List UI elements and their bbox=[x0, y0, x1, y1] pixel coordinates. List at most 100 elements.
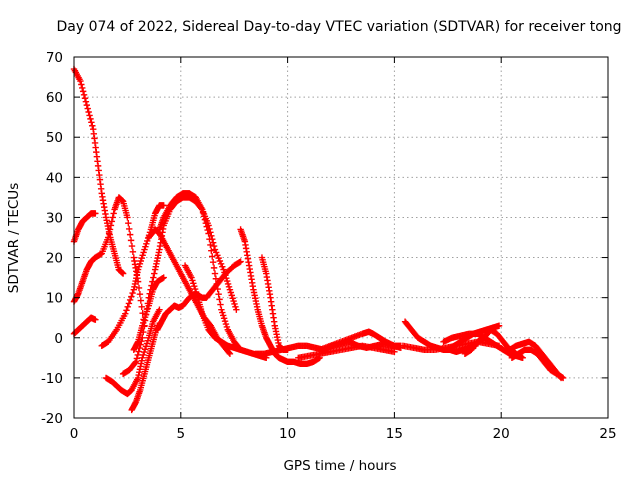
data-point bbox=[189, 277, 196, 284]
data-point bbox=[129, 289, 136, 297]
data-point bbox=[108, 218, 116, 225]
data-point bbox=[232, 303, 239, 311]
data-point bbox=[125, 300, 133, 307]
data-point bbox=[131, 359, 139, 367]
data-point bbox=[214, 252, 221, 259]
series-track-a bbox=[70, 65, 127, 277]
data-point bbox=[217, 301, 224, 308]
y-tick-label: 50 bbox=[46, 130, 63, 146]
series-track-e bbox=[98, 202, 167, 349]
data-point bbox=[105, 230, 113, 237]
series-track-n bbox=[237, 226, 323, 368]
data-point bbox=[138, 254, 145, 262]
data-point bbox=[223, 323, 231, 331]
data-point bbox=[211, 270, 219, 277]
data-point bbox=[229, 295, 236, 302]
data-point bbox=[215, 291, 222, 298]
data-point bbox=[119, 270, 127, 277]
series-track-d bbox=[70, 314, 99, 337]
data-point bbox=[135, 348, 142, 355]
data-point bbox=[226, 350, 234, 358]
series-track-y bbox=[508, 346, 567, 382]
data-point bbox=[206, 236, 213, 243]
data-point bbox=[222, 320, 230, 328]
data-point bbox=[391, 348, 398, 356]
data-point bbox=[199, 209, 207, 217]
data-point bbox=[134, 266, 142, 273]
y-tick-label: -10 bbox=[41, 371, 63, 387]
data-point bbox=[80, 91, 88, 99]
x-axis-label: GPS time / hours bbox=[283, 458, 396, 474]
data-point bbox=[79, 84, 86, 92]
data-point bbox=[142, 343, 150, 350]
x-tick-label: 0 bbox=[70, 426, 79, 442]
data-point bbox=[220, 266, 227, 273]
data-point bbox=[160, 202, 167, 209]
data-point bbox=[224, 280, 232, 288]
y-axis-label: SDTVAR / TECUs bbox=[6, 183, 22, 293]
data-point bbox=[140, 351, 147, 359]
data-point bbox=[140, 348, 148, 356]
data-point bbox=[200, 213, 208, 220]
data-point bbox=[135, 284, 143, 292]
data-point bbox=[82, 98, 90, 105]
data-point bbox=[143, 308, 151, 315]
data-point bbox=[126, 231, 134, 238]
data-point bbox=[137, 297, 145, 304]
data-point bbox=[132, 358, 140, 366]
data-point bbox=[219, 309, 226, 316]
data-point bbox=[160, 274, 167, 281]
data-point bbox=[209, 258, 217, 266]
data-point bbox=[228, 292, 235, 299]
data-point bbox=[231, 300, 238, 308]
data-point bbox=[202, 219, 210, 227]
data-point bbox=[219, 263, 226, 270]
data-point bbox=[89, 122, 96, 129]
data-point bbox=[140, 316, 148, 324]
data-point bbox=[78, 81, 85, 88]
data-point bbox=[85, 108, 92, 116]
series-track-b bbox=[70, 194, 148, 329]
plot-frame bbox=[73, 56, 609, 419]
data-point bbox=[230, 297, 237, 305]
data-point bbox=[81, 95, 89, 102]
data-point bbox=[210, 264, 218, 272]
data-point bbox=[209, 253, 216, 260]
data-point bbox=[191, 285, 199, 293]
data-point bbox=[107, 222, 115, 229]
data-point bbox=[144, 305, 152, 312]
data-point bbox=[83, 101, 91, 109]
data-point bbox=[141, 313, 149, 321]
data-point bbox=[92, 316, 99, 323]
data-point bbox=[221, 317, 229, 325]
data-point bbox=[519, 354, 526, 362]
data-point bbox=[142, 243, 149, 250]
data-point bbox=[495, 322, 503, 329]
data-point bbox=[144, 237, 151, 245]
data-point bbox=[77, 77, 84, 85]
data-point bbox=[156, 306, 163, 313]
data-point bbox=[226, 286, 234, 293]
data-point bbox=[86, 112, 93, 119]
axis-ticks: 0 5 10 15 20 25 -20 -10 0 10 20 30 40 50 60 70 bbox=[41, 50, 617, 442]
series-track-l bbox=[154, 258, 244, 333]
data-point bbox=[136, 260, 144, 268]
data-point bbox=[139, 322, 146, 329]
series-track-f bbox=[102, 306, 163, 398]
data-point bbox=[139, 252, 146, 259]
data-point bbox=[150, 274, 157, 281]
data-point bbox=[137, 257, 145, 265]
data-point bbox=[139, 354, 146, 362]
data-point bbox=[128, 242, 136, 250]
y-tick-label: 0 bbox=[54, 331, 63, 347]
data-point bbox=[88, 119, 95, 126]
data-point bbox=[216, 257, 224, 265]
data-point bbox=[203, 223, 210, 230]
data-point bbox=[559, 374, 567, 382]
data-point bbox=[84, 105, 91, 112]
data-point bbox=[123, 307, 130, 314]
chart-title: Day 074 of 2022, Sidereal Day-to-day VTE… bbox=[56, 19, 621, 35]
data-point bbox=[126, 225, 133, 233]
data-point bbox=[190, 280, 197, 287]
